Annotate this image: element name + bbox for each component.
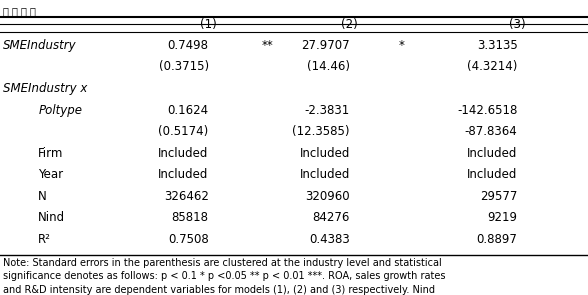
Text: 3.3135: 3.3135 bbox=[477, 39, 517, 52]
Text: 9219: 9219 bbox=[487, 211, 517, 224]
Text: 29577: 29577 bbox=[480, 190, 517, 203]
Text: -142.6518: -142.6518 bbox=[457, 104, 517, 117]
Text: (0.3715): (0.3715) bbox=[159, 60, 209, 73]
Text: 85818: 85818 bbox=[172, 211, 209, 224]
Text: 27.9707: 27.9707 bbox=[301, 39, 350, 52]
Text: 추 넘 넘 넘: 추 넘 넘 넘 bbox=[3, 6, 36, 17]
Text: (1): (1) bbox=[201, 18, 217, 32]
Text: 0.7508: 0.7508 bbox=[168, 233, 209, 246]
Text: Nind: Nind bbox=[38, 211, 65, 224]
Text: 326462: 326462 bbox=[164, 190, 209, 203]
Text: 320960: 320960 bbox=[305, 190, 350, 203]
Text: Included: Included bbox=[158, 168, 209, 181]
Text: R²: R² bbox=[38, 233, 51, 246]
Text: 0.8897: 0.8897 bbox=[476, 233, 517, 246]
Text: -87.8364: -87.8364 bbox=[465, 125, 517, 138]
Text: N: N bbox=[38, 190, 47, 203]
Text: Poltype: Poltype bbox=[38, 104, 82, 117]
Text: Included: Included bbox=[467, 147, 517, 160]
Text: Included: Included bbox=[299, 168, 350, 181]
Text: **: ** bbox=[262, 39, 273, 52]
Text: (0.5174): (0.5174) bbox=[159, 125, 209, 138]
Text: (2): (2) bbox=[342, 18, 358, 32]
Text: 0.1624: 0.1624 bbox=[168, 104, 209, 117]
Text: 0.4383: 0.4383 bbox=[309, 233, 350, 246]
Text: *: * bbox=[399, 39, 405, 52]
Text: Included: Included bbox=[467, 168, 517, 181]
Text: -2.3831: -2.3831 bbox=[305, 104, 350, 117]
Text: Included: Included bbox=[299, 147, 350, 160]
Text: Note: Standard errors in the parenthesis are clustered at the industry level and: Note: Standard errors in the parenthesis… bbox=[3, 258, 446, 295]
Text: (3): (3) bbox=[509, 18, 526, 32]
Text: SMEIndustry: SMEIndustry bbox=[3, 39, 76, 52]
Text: (4.3214): (4.3214) bbox=[467, 60, 517, 73]
Text: Included: Included bbox=[158, 147, 209, 160]
Text: Year: Year bbox=[38, 168, 64, 181]
Text: SMEIndustry x: SMEIndustry x bbox=[3, 82, 87, 95]
Text: 0.7498: 0.7498 bbox=[168, 39, 209, 52]
Text: (14.46): (14.46) bbox=[307, 60, 350, 73]
Text: Firm: Firm bbox=[38, 147, 64, 160]
Text: 84276: 84276 bbox=[312, 211, 350, 224]
Text: (12.3585): (12.3585) bbox=[292, 125, 350, 138]
